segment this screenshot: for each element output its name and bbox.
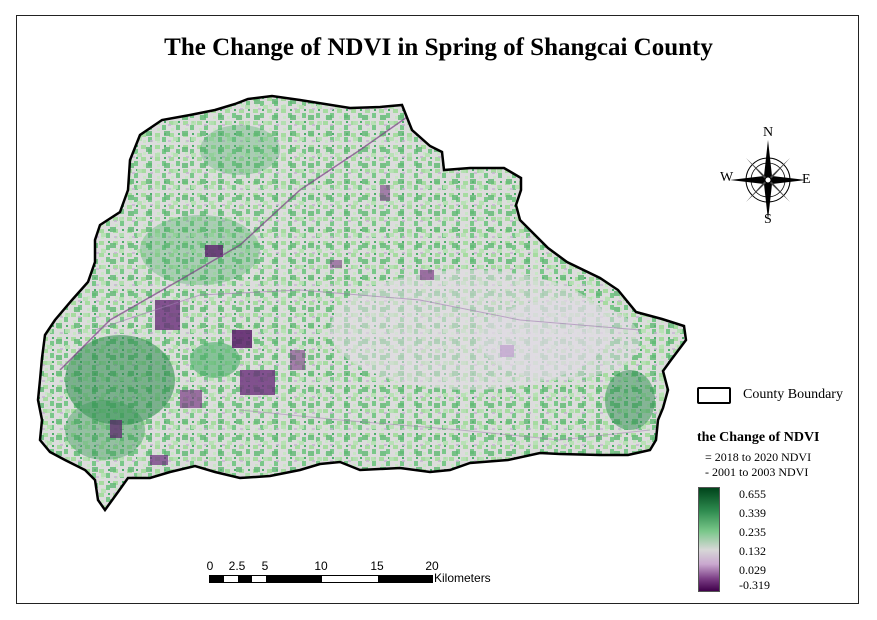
compass-west-label: W bbox=[720, 170, 734, 185]
scale-tick-0: 0 bbox=[206, 559, 214, 573]
ramp-label-4: 0.029 bbox=[739, 563, 766, 577]
scale-tick-5: 20 bbox=[425, 559, 439, 573]
ndvi-legend-title: the Change of NDVI bbox=[697, 430, 820, 445]
compass-north-label: N bbox=[763, 125, 774, 140]
scale-tick-2: 5 bbox=[261, 559, 269, 573]
ndvi-formula-line2: - 2001 to 2003 NDVI bbox=[705, 465, 809, 479]
ndvi-color-ramp bbox=[698, 487, 720, 592]
scale-unit-label: Kilometers bbox=[434, 571, 491, 585]
boundary-swatch bbox=[697, 387, 731, 404]
scale-bar bbox=[209, 575, 433, 583]
compass-east-label: E bbox=[802, 172, 811, 187]
ramp-label-3: 0.132 bbox=[739, 544, 766, 558]
ramp-label-1: 0.339 bbox=[739, 506, 766, 520]
compass-rose-icon: N S E W bbox=[718, 125, 818, 228]
map-title: The Change of NDVI in Spring of Shangcai… bbox=[164, 34, 713, 61]
ndvi-raster bbox=[38, 96, 686, 510]
scale-tick-4: 15 bbox=[370, 559, 384, 573]
compass-graphic bbox=[730, 140, 806, 220]
boundary-legend-label: County Boundary bbox=[743, 387, 843, 402]
ramp-label-2: 0.235 bbox=[739, 525, 766, 539]
scale-tick-3: 10 bbox=[314, 559, 328, 573]
ramp-label-0: 0.655 bbox=[739, 487, 766, 501]
compass-south-label: S bbox=[764, 212, 772, 227]
scale-tick-1: 2.5 bbox=[228, 559, 246, 573]
boundary-legend: County Boundary bbox=[697, 385, 857, 409]
map-frame bbox=[16, 15, 859, 604]
ndvi-formula-line1: = 2018 to 2020 NDVI bbox=[705, 450, 812, 464]
ramp-label-5: -0.319 bbox=[739, 578, 770, 592]
